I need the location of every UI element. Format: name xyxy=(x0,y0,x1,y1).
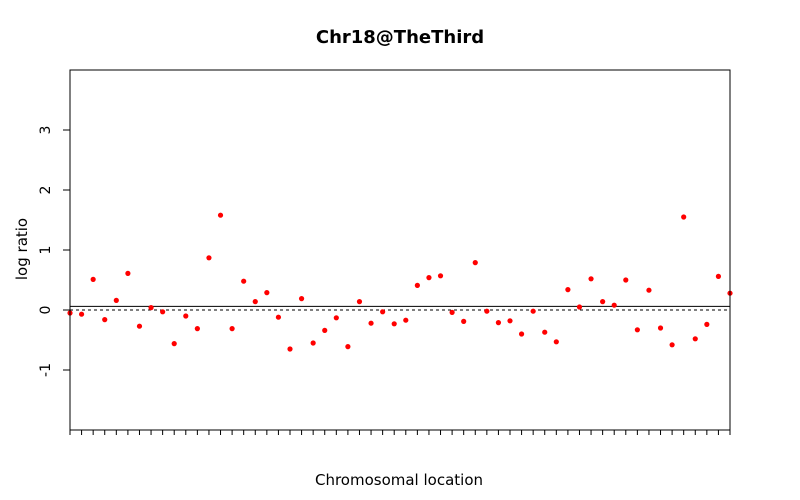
data-point xyxy=(310,340,316,346)
y-tick-label: 2 xyxy=(38,186,54,195)
data-point xyxy=(414,282,420,288)
y-axis: -1 0 1 2 3 xyxy=(38,126,70,377)
chart-title: Chr18@TheThird xyxy=(316,27,484,48)
data-point xyxy=(333,315,339,321)
data-point xyxy=(449,309,455,315)
plot-frame xyxy=(69,69,731,431)
data-point xyxy=(194,326,200,332)
data-point xyxy=(611,302,617,308)
data-point xyxy=(206,255,212,261)
data-point xyxy=(692,336,698,342)
data-point xyxy=(542,329,548,335)
data-point xyxy=(634,327,640,333)
data-point xyxy=(553,339,559,345)
data-point xyxy=(160,309,166,315)
data-point xyxy=(704,321,710,327)
data-point xyxy=(229,326,235,332)
y-tick-label: 0 xyxy=(38,306,54,315)
x-axis xyxy=(69,430,731,435)
data-point xyxy=(530,308,536,314)
y-tick-label: -1 xyxy=(38,363,54,377)
data-point xyxy=(426,275,432,281)
data-point xyxy=(565,287,571,293)
data-point xyxy=(495,320,502,326)
data-point xyxy=(252,299,258,305)
data-point xyxy=(403,317,409,323)
data-point xyxy=(102,317,108,323)
data-point xyxy=(484,308,490,314)
data-point xyxy=(472,260,478,266)
data-point xyxy=(715,273,722,279)
data-point xyxy=(507,318,513,324)
data-point xyxy=(356,299,363,305)
data-point xyxy=(518,331,525,337)
data-point xyxy=(171,341,177,347)
data-point xyxy=(576,304,583,310)
data-point xyxy=(588,276,594,282)
data-point xyxy=(183,313,189,319)
y-tick-label: 1 xyxy=(38,246,54,255)
data-point xyxy=(646,287,652,293)
data-point xyxy=(345,344,351,350)
data-point xyxy=(657,325,664,331)
data-point xyxy=(368,320,374,326)
data-point xyxy=(217,212,224,218)
data-point xyxy=(298,296,305,302)
data-point xyxy=(275,314,282,320)
data-point xyxy=(264,290,270,296)
data-point xyxy=(113,297,119,303)
data-point xyxy=(241,278,247,284)
y-axis-label: log ratio xyxy=(13,218,31,280)
data-point xyxy=(287,346,293,352)
x-axis-label: Chromosomal location xyxy=(315,471,483,489)
data-point xyxy=(461,318,467,324)
data-point xyxy=(136,323,143,329)
reference-lines xyxy=(70,305,730,311)
data-point xyxy=(623,277,629,283)
data-point xyxy=(125,270,131,276)
data-point xyxy=(391,321,397,327)
data-point xyxy=(78,311,85,317)
data-point xyxy=(600,299,606,305)
data-point xyxy=(380,309,386,315)
data-point xyxy=(322,327,328,333)
data-point xyxy=(90,276,96,282)
data-point xyxy=(148,305,154,311)
data-points xyxy=(67,212,733,352)
data-point xyxy=(437,273,444,279)
data-point xyxy=(669,342,675,348)
data-point xyxy=(681,214,687,220)
y-tick-label: 3 xyxy=(38,126,54,135)
